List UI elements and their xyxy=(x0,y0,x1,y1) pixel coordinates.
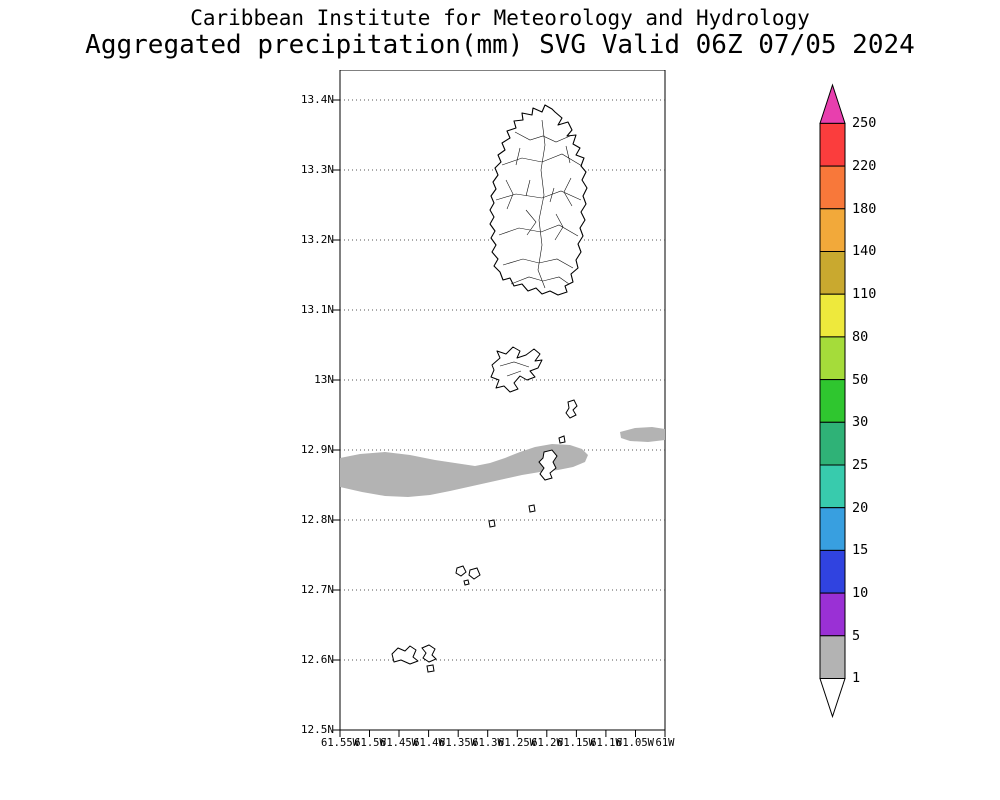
colorbar-segment xyxy=(819,421,846,466)
colorbar-label: 15 xyxy=(852,542,869,558)
lon-tick-label: 61.1W xyxy=(590,737,622,749)
colorbar-segment xyxy=(819,122,846,167)
island-union xyxy=(391,644,437,673)
lon-tick-label: 61.15W xyxy=(557,737,595,749)
map-plot xyxy=(333,70,666,737)
lat-tick-label: 12.8N xyxy=(300,513,334,526)
axis-ticks xyxy=(333,99,666,737)
lon-tick-label: 61.3W xyxy=(472,737,504,749)
lon-tick-label: 61.05W xyxy=(616,737,654,749)
watershed-lines xyxy=(495,119,583,289)
colorbar-segment xyxy=(819,336,846,381)
colorbar-segment xyxy=(819,549,846,594)
colorbar xyxy=(819,83,846,719)
lat-tick-label: 13.1N xyxy=(300,303,334,316)
colorbar-label: 220 xyxy=(852,158,877,174)
lat-tick-label: 12.5N xyxy=(300,723,334,736)
island-st-vincent xyxy=(489,104,588,296)
colorbar-segment xyxy=(819,379,846,423)
lon-tick-label: 61W xyxy=(655,737,675,749)
island-bequia xyxy=(490,346,543,393)
lat-tick-label: 13.2N xyxy=(300,233,334,246)
islet-baliceaux xyxy=(558,435,566,444)
colorbar-segment xyxy=(819,208,846,253)
org-title: Caribbean Institute for Meteorology and … xyxy=(190,6,810,30)
colorbar-segment xyxy=(819,507,846,551)
lat-tick-label: 13.3N xyxy=(300,163,334,176)
lon-tick-label: 61.25W xyxy=(498,737,536,749)
product-title: Aggregated precipitation(mm) SVG Valid 0… xyxy=(85,30,915,60)
colorbar-segment xyxy=(819,464,846,509)
lat-tick-label: 12.7N xyxy=(300,583,334,596)
colorbar-segment xyxy=(819,251,846,295)
colorbar-segment xyxy=(819,635,846,679)
lat-tick-label: 12.6N xyxy=(300,653,334,666)
colorbar-top-arrow xyxy=(819,83,846,124)
islet-small-1 xyxy=(528,504,536,513)
colorbar-segment xyxy=(819,165,846,210)
colorbar-bottom-arrow xyxy=(819,678,846,719)
precip-area-east xyxy=(620,427,665,442)
islet-small-2 xyxy=(488,519,496,528)
colorbar-label: 20 xyxy=(852,500,869,516)
colorbar-label: 180 xyxy=(852,201,877,217)
lon-tick-label: 61.45W xyxy=(380,737,418,749)
lat-tick-label: 12.9N xyxy=(300,443,334,456)
lat-tick-label: 13N xyxy=(314,373,334,386)
lon-tick-label: 61.5W xyxy=(354,737,386,749)
colorbar-label: 250 xyxy=(852,115,877,131)
colorbar-label: 10 xyxy=(852,585,869,601)
colorbar-label: 5 xyxy=(852,628,861,644)
island-canouan xyxy=(538,449,558,481)
island-mayreau-tobago-cays xyxy=(455,565,481,586)
colorbar-label: 50 xyxy=(852,372,869,388)
colorbar-label: 110 xyxy=(852,286,877,302)
colorbar-label: 140 xyxy=(852,243,877,259)
colorbar-label: 30 xyxy=(852,414,869,430)
lon-tick-label: 61.4W xyxy=(413,737,445,749)
precip-area-band xyxy=(340,444,588,497)
colorbar-label: 1 xyxy=(852,670,861,686)
lon-tick-label: 61.55W xyxy=(321,737,359,749)
lat-tick-label: 13.4N xyxy=(300,93,334,106)
colorbar-segment xyxy=(819,293,846,338)
lon-tick-label: 61.35W xyxy=(439,737,477,749)
colorbar-label: 25 xyxy=(852,457,869,473)
colorbar-segment xyxy=(819,592,846,637)
island-mustique xyxy=(565,399,578,419)
colorbar-label: 80 xyxy=(852,329,869,345)
lon-tick-label: 61.2W xyxy=(531,737,563,749)
